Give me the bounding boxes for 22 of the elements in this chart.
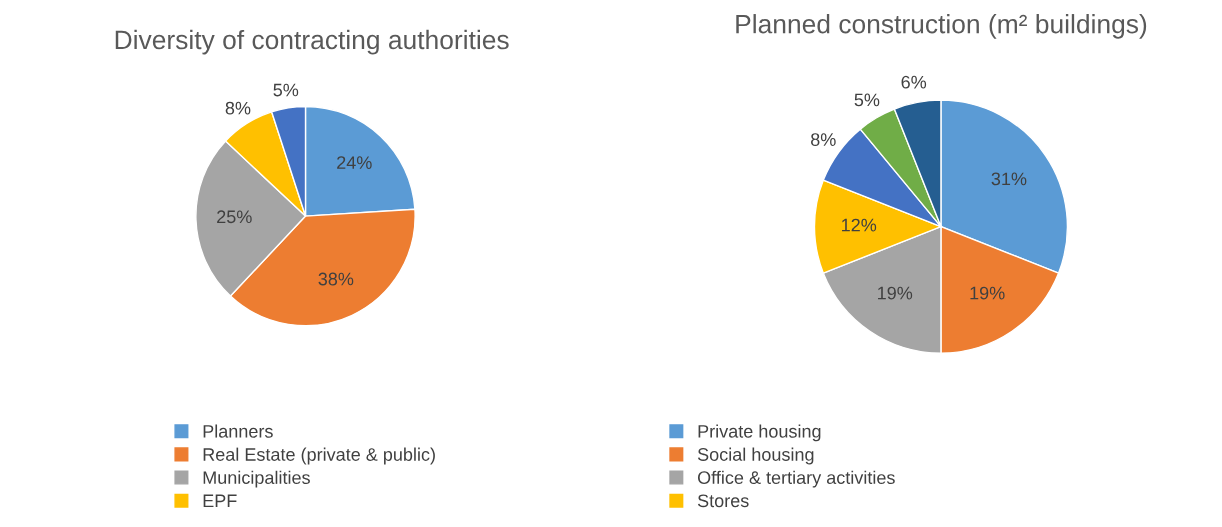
data-label: 5% [273, 83, 299, 97]
legend-label: Real Estate (private & public) [203, 447, 435, 465]
data-label: 6% [901, 75, 927, 89]
legend-label: Private housing [698, 424, 821, 442]
data-label: 12% [842, 218, 877, 232]
data-label: 24% [337, 156, 372, 169]
legend-label: Stores [697, 494, 749, 508]
data-label: 19% [878, 286, 913, 300]
legend-label: EPF [203, 494, 237, 507]
legend-label: Planners [203, 424, 273, 438]
data-label: 25% [217, 210, 252, 224]
legend-label: Office & tertiary activities [697, 470, 895, 488]
data-label: 8% [225, 101, 251, 115]
data-label: 5% [854, 93, 880, 107]
data-label: 38% [318, 272, 354, 286]
data-label: 8% [811, 133, 836, 146]
chart-title: Planned construction (m² buildings) [736, 14, 1147, 39]
chart-title: Diversity of contracting authorities [115, 29, 509, 55]
data-label: 31% [991, 172, 1027, 186]
data-label: 19% [970, 286, 1005, 300]
legend-label: Municipalities [203, 470, 310, 488]
legend-label: Social housing [697, 447, 814, 465]
